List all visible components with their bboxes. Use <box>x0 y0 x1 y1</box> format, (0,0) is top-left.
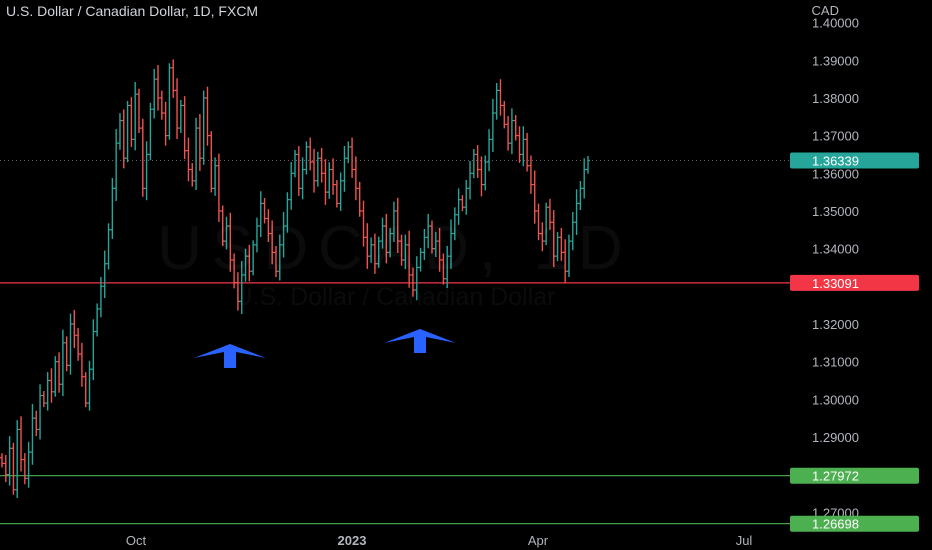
y-tick-label: 1.29000 <box>812 430 859 445</box>
y-tick-label: 1.32000 <box>812 317 859 332</box>
watermark-name: U.S. Dollar / Canadian Dollar <box>0 283 790 312</box>
time-axis[interactable]: Oct 2023 Apr Jul <box>126 533 753 548</box>
ohlc-bars <box>0 59 590 499</box>
arrow-annotations[interactable] <box>194 329 456 368</box>
x-tick-label: Jul <box>736 533 753 548</box>
horizontal-levels[interactable] <box>0 160 790 525</box>
y-tick-label: 1.39000 <box>812 53 859 68</box>
chart-title[interactable]: U.S. Dollar / Canadian Dollar, 1D, FXCM <box>6 3 259 19</box>
level-badge-0-bg <box>790 274 919 291</box>
y-tick-label: 1.38000 <box>812 91 859 106</box>
currency-label: CAD <box>811 3 839 18</box>
x-tick-label: Apr <box>528 533 549 548</box>
level-badge-0-label: 1.33091 <box>812 276 859 291</box>
price-axis[interactable]: 1.40000 1.39000 1.38000 1.37000 1.36000 1.350… <box>812 16 859 521</box>
x-tick-label: 2023 <box>338 533 367 548</box>
y-tick-label: 1.37000 <box>812 129 859 144</box>
watermark-symbol: USDCAD, 1D <box>0 213 790 284</box>
arrow-up-icon[interactable] <box>194 344 266 368</box>
arrow-up-icon[interactable] <box>384 329 456 353</box>
x-tick-label: Oct <box>126 533 147 548</box>
last-price-badge-bg <box>790 152 919 169</box>
y-tick-label: 1.36000 <box>812 166 859 181</box>
last-price-badge-label: 1.36339 <box>812 154 859 169</box>
y-tick-label: 1.34000 <box>812 242 859 257</box>
y-tick-label: 1.30000 <box>812 392 859 407</box>
level-badge-1-bg <box>790 467 919 484</box>
level-badge-2-bg <box>790 515 919 532</box>
level-badge-2-label: 1.26698 <box>812 517 859 532</box>
y-tick-label: 1.31000 <box>812 355 859 370</box>
price-badges: 1.36339 1.33091 1.27972 1.26698 <box>790 152 919 532</box>
level-badge-1-label: 1.27972 <box>812 469 859 484</box>
y-tick-label: 1.35000 <box>812 204 859 219</box>
y-tick-label: 1.40000 <box>812 16 859 31</box>
